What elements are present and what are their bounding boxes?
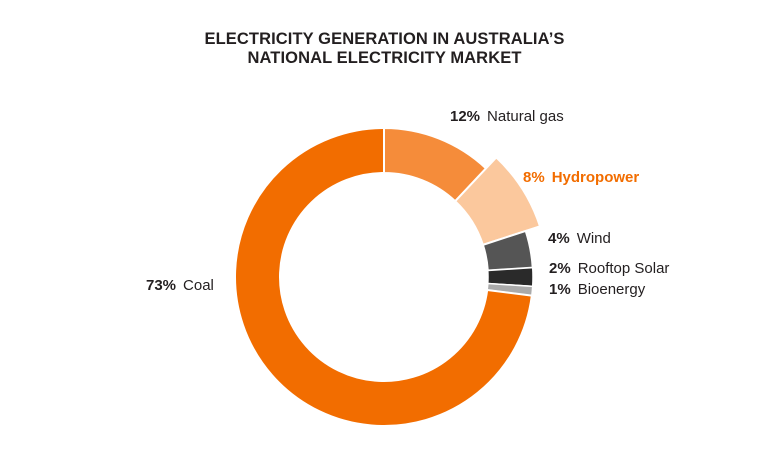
slice-category-bioenergy: Bioenergy xyxy=(578,281,646,298)
slice-value-bioenergy: 1% xyxy=(549,281,571,298)
chart-title: ELECTRICITY GENERATION IN AUSTRALIA’S NA… xyxy=(0,30,769,68)
slice-category-natural-gas: Natural gas xyxy=(487,108,564,125)
slice-category-rooftop-solar: Rooftop Solar xyxy=(578,260,670,277)
chart-title-line-1: ELECTRICITY GENERATION IN AUSTRALIA’S xyxy=(204,30,565,48)
slice-label-natural-gas: 12% Natural gas xyxy=(450,108,564,125)
slice-value-coal: 73% xyxy=(146,277,176,294)
slice-value-rooftop-solar: 2% xyxy=(549,260,571,277)
slice-label-wind: 4% Wind xyxy=(548,230,611,247)
slice-labels: 12% Natural gas 8% Hydropower 4% Wind 2% Roofto… xyxy=(146,108,669,298)
donut-slices xyxy=(234,126,542,427)
slice-category-hydropower: Hydropower xyxy=(552,169,640,186)
slice-label-bioenergy: 1% Bioenergy xyxy=(549,281,646,298)
slice-label-hydropower: 8% Hydropower xyxy=(523,169,639,186)
chart-title-line-2: NATIONAL ELECTRICITY MARKET xyxy=(247,49,522,67)
slice-value-wind: 4% xyxy=(548,230,570,247)
slice-label-rooftop-solar: 2% Rooftop Solar xyxy=(549,260,669,277)
slice-coal xyxy=(234,126,533,427)
slice-category-coal: Coal xyxy=(183,277,214,294)
slice-category-wind: Wind xyxy=(577,230,611,247)
slice-label-coal: 73% Coal xyxy=(146,277,214,294)
slice-value-hydropower: 8% xyxy=(523,169,545,186)
slice-value-natural-gas: 12% xyxy=(450,108,480,125)
